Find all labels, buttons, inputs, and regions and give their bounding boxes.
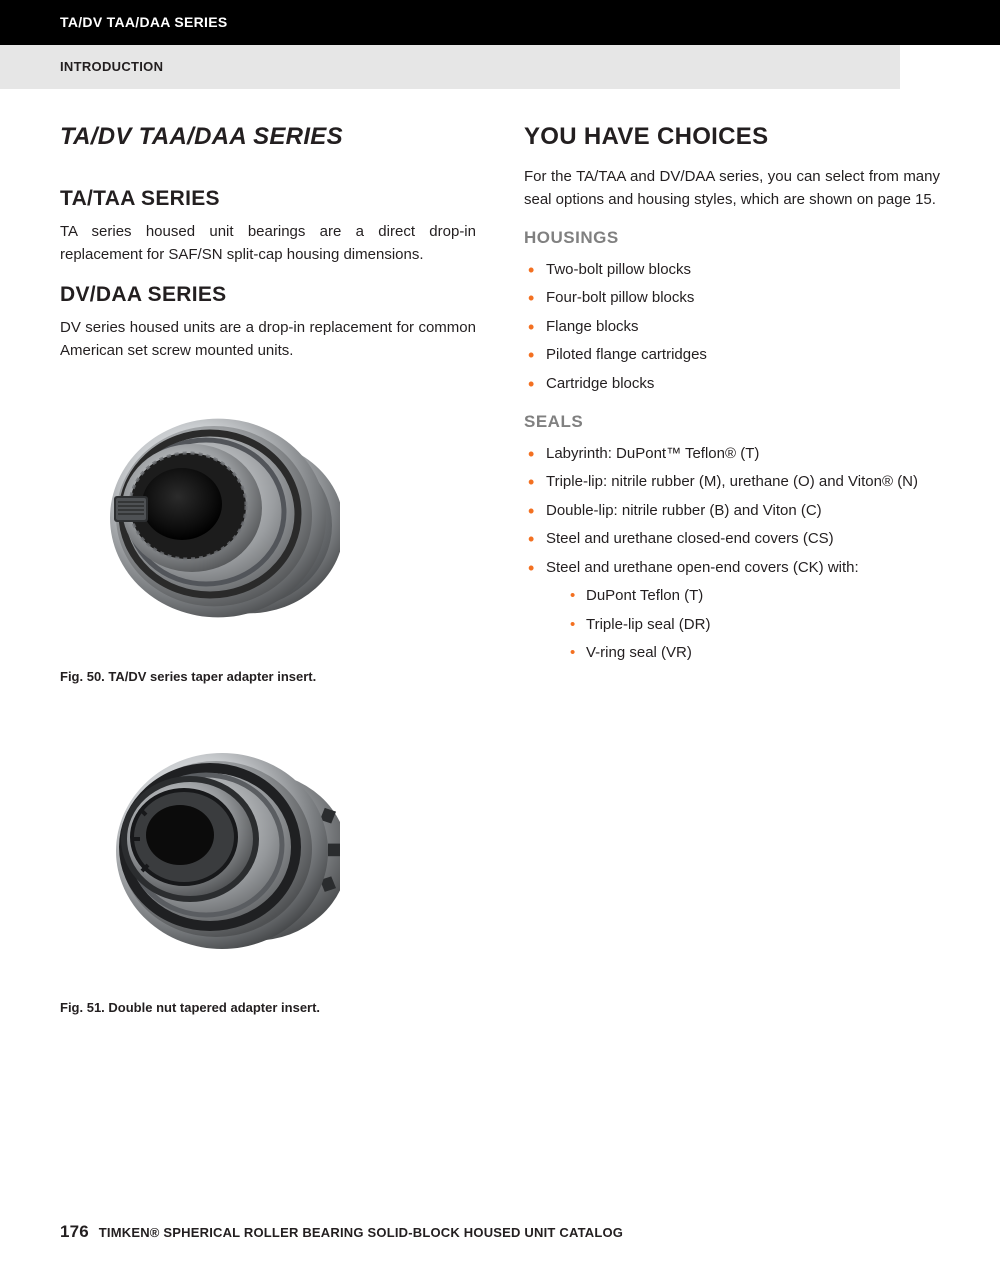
list-item: DuPont Teflon (T) xyxy=(568,585,940,608)
figure-50-image xyxy=(70,383,350,653)
list-item-label: Steel and urethane open-end covers (CK) … xyxy=(546,559,859,576)
list-item-label: Labyrinth: DuPont™ Teflon® (T) xyxy=(546,445,759,462)
header-series-label: TA/DV TAA/DAA SERIES xyxy=(60,14,228,30)
right-column: YOU HAVE CHOICES For the TA/TAA and DV/D… xyxy=(524,119,940,1046)
list-item-label: V-ring seal (VR) xyxy=(586,644,692,661)
choices-intro: For the TA/TAA and DV/DAA series, you ca… xyxy=(524,165,940,212)
header-black-bar: TA/DV TAA/DAA SERIES xyxy=(0,0,1000,45)
housings-list: Two-bolt pillow blocks Four-bolt pillow … xyxy=(524,259,940,396)
list-item: V-ring seal (VR) xyxy=(568,642,940,665)
footer-text: TIMKEN® SPHERICAL ROLLER BEARING SOLID-B… xyxy=(99,1225,623,1240)
figure-50: Fig. 50. TA/DV series taper adapter inse… xyxy=(60,383,476,687)
list-item-label: Flange blocks xyxy=(546,318,639,335)
list-item: Double-lip: nitrile rubber (B) and Viton… xyxy=(524,500,940,523)
left-column: TA/DV TAA/DAA SERIES TA/TAA SERIES TA se… xyxy=(60,119,476,1046)
list-item-label: Triple-lip seal (DR) xyxy=(586,616,710,633)
list-item: Steel and urethane closed-end covers (CS… xyxy=(524,528,940,551)
figure-50-caption: Fig. 50. TA/DV series taper adapter inse… xyxy=(60,667,476,687)
list-item-label: Double-lip: nitrile rubber (B) and Viton… xyxy=(546,502,822,519)
list-item: Labyrinth: DuPont™ Teflon® (T) xyxy=(524,443,940,466)
list-item-label: Four-bolt pillow blocks xyxy=(546,289,694,306)
dv-daa-heading: DV/DAA SERIES xyxy=(60,279,476,311)
page-footer: 176 TIMKEN® SPHERICAL ROLLER BEARING SOL… xyxy=(60,1219,623,1245)
seals-heading: SEALS xyxy=(524,409,940,435)
list-item: Triple-lip seal (DR) xyxy=(568,614,940,637)
figure-51: Fig. 51. Double nut tapered adapter inse… xyxy=(60,714,476,1018)
list-item: Flange blocks xyxy=(524,316,940,339)
choices-title: YOU HAVE CHOICES xyxy=(524,119,940,155)
seals-list: Labyrinth: DuPont™ Teflon® (T) Triple-li… xyxy=(524,443,940,665)
figure-51-caption: Fig. 51. Double nut tapered adapter inse… xyxy=(60,998,476,1018)
list-item-label: Triple-lip: nitrile rubber (M), urethane… xyxy=(546,473,918,490)
list-item-label: Cartridge blocks xyxy=(546,375,654,392)
list-item: Piloted flange cartridges xyxy=(524,344,940,367)
content-columns: TA/DV TAA/DAA SERIES TA/TAA SERIES TA se… xyxy=(0,89,1000,1046)
list-item: Steel and urethane open-end covers (CK) … xyxy=(524,557,940,665)
seals-sublist: DuPont Teflon (T) Triple-lip seal (DR) V… xyxy=(568,585,940,665)
header-section-label: INTRODUCTION xyxy=(60,59,163,74)
list-item-label: Piloted flange cartridges xyxy=(546,346,707,363)
list-item-label: Two-bolt pillow blocks xyxy=(546,261,691,278)
figure-51-image xyxy=(70,714,350,984)
list-item: Two-bolt pillow blocks xyxy=(524,259,940,282)
list-item: Triple-lip: nitrile rubber (M), urethane… xyxy=(524,471,940,494)
dv-daa-body: DV series housed units are a drop-in rep… xyxy=(60,316,476,363)
list-item-label: Steel and urethane closed-end covers (CS… xyxy=(546,530,834,547)
page-number: 176 xyxy=(60,1222,89,1241)
list-item: Four-bolt pillow blocks xyxy=(524,287,940,310)
housings-heading: HOUSINGS xyxy=(524,225,940,251)
ta-taa-body: TA series housed unit bearings are a dir… xyxy=(60,220,476,267)
ta-taa-heading: TA/TAA SERIES xyxy=(60,183,476,215)
header-grey-bar: INTRODUCTION xyxy=(0,45,900,89)
list-item: Cartridge blocks xyxy=(524,373,940,396)
page-title: TA/DV TAA/DAA SERIES xyxy=(60,119,476,155)
list-item-label: DuPont Teflon (T) xyxy=(586,587,703,604)
